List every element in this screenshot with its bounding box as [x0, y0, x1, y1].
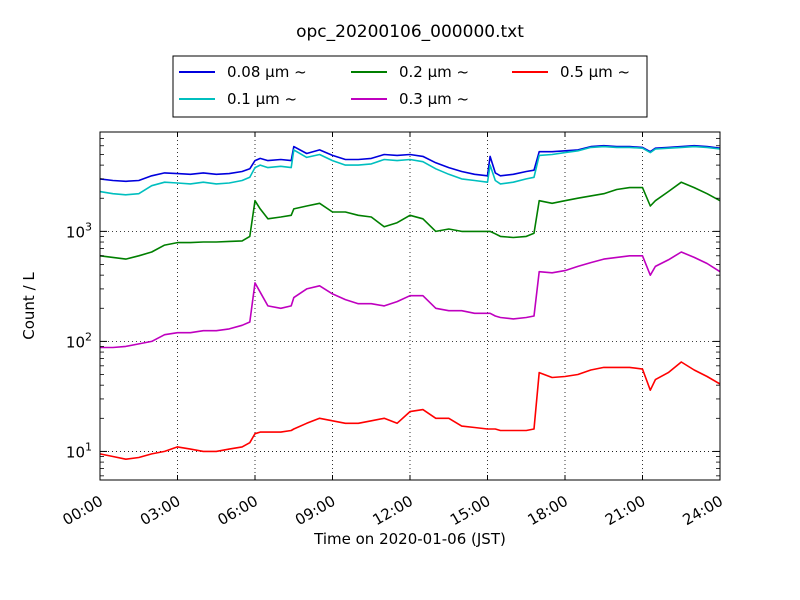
- y-axis: 101 102 103: [66, 131, 720, 477]
- x-tick-label: 06:00: [215, 492, 261, 529]
- series-line: [100, 251, 721, 349]
- x-tick-label: 12:00: [370, 492, 416, 529]
- legend-label: 0.08 μm ~: [227, 63, 307, 81]
- legend-label: 0.3 μm ~: [399, 90, 469, 108]
- legend: 0.08 μm ~ 0.1 μm ~ 0.2 μm ~ 0.3 μm ~ 0.5 μm …: [172, 55, 648, 118]
- x-tick-label: 18:00: [525, 492, 571, 529]
- series-line: [99, 145, 721, 196]
- x-axis-label: Time on 2020-01-06 (JST): [313, 530, 506, 548]
- y-tick-label: 102: [66, 330, 92, 351]
- x-axis: 00:00 03:00 06:00 09:00 12:00 15:00 18:00 21:00…: [60, 132, 726, 529]
- x-tick-label: 21:00: [602, 492, 648, 529]
- x-tick-label: 15:00: [447, 492, 493, 529]
- series-layer: [99, 144, 721, 461]
- x-tick-label: 09:00: [292, 492, 338, 529]
- series-line: [99, 361, 721, 461]
- legend-label: 0.5 μm ~: [560, 63, 630, 81]
- y-tick-label: 101: [66, 440, 92, 461]
- y-axis-label: Count / L: [20, 272, 38, 340]
- x-tick-label: 03:00: [137, 492, 183, 529]
- x-tick-label: 24:00: [680, 492, 726, 529]
- chart-title: opc_20200106_000000.txt: [296, 22, 524, 42]
- x-tick-label: 00:00: [60, 492, 106, 529]
- series-line: [99, 181, 721, 260]
- grid: [100, 132, 720, 480]
- y-tick-label: 103: [66, 220, 92, 241]
- legend-label: 0.1 μm ~: [227, 90, 297, 108]
- legend-box: [172, 55, 648, 118]
- series-line: [99, 144, 721, 183]
- legend-label: 0.2 μm ~: [399, 63, 469, 81]
